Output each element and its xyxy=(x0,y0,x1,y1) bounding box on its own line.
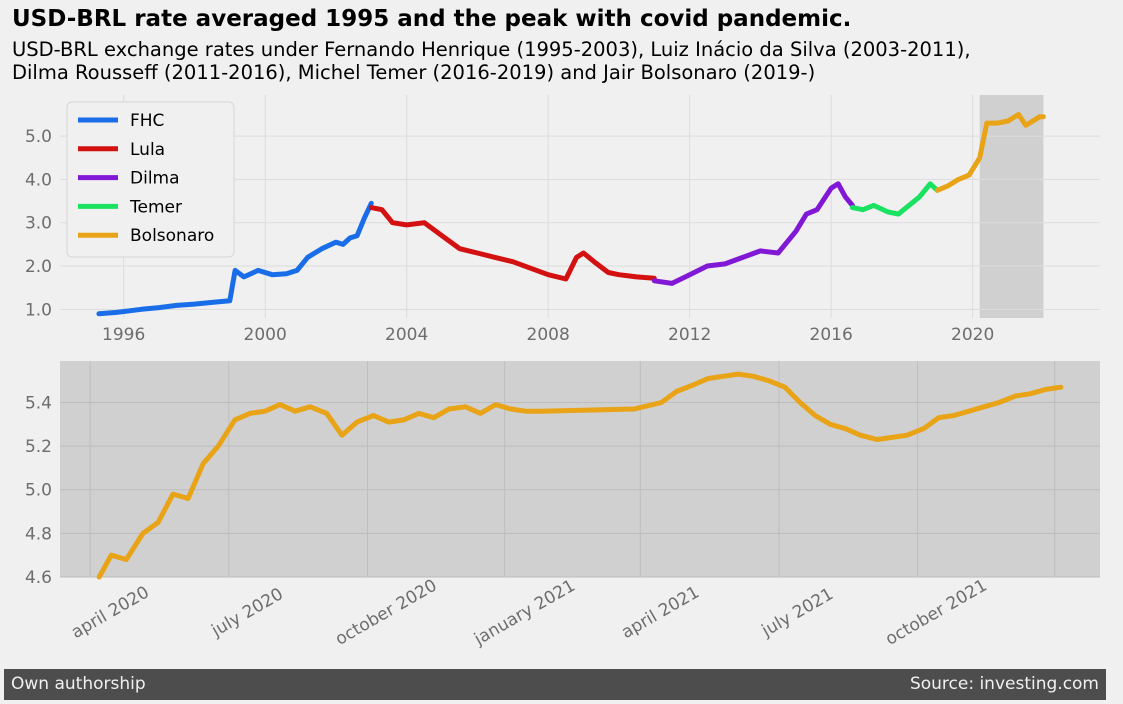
x-tick-label: 2004 xyxy=(385,325,428,345)
footer-bar: Own authorship Source: investing.com xyxy=(4,669,1106,700)
y-tick-label: 4.6 xyxy=(25,568,52,588)
y-tick-label: 5.0 xyxy=(25,127,52,147)
series-line-bolsonaro xyxy=(934,112,1046,193)
x-tick-label: 1996 xyxy=(102,325,145,345)
y-tick-label: 5.4 xyxy=(25,393,52,413)
series-line-dilma xyxy=(651,181,855,286)
y-tick-label: 3.0 xyxy=(25,214,52,234)
legend-label-bolsonaro: Bolsonaro xyxy=(130,226,214,246)
x-tick-label: october 2021 xyxy=(882,576,990,650)
legend: FHC Lula Dilma Temer Bolsonaro xyxy=(66,101,235,258)
y-tick-label: 4.0 xyxy=(25,170,52,190)
series-line-fhc xyxy=(96,200,374,317)
chart-subtitle: USD-BRL exchange rates under Fernando He… xyxy=(12,38,971,84)
y-tick-label: 1.0 xyxy=(25,300,52,320)
y-tick-label: 5.2 xyxy=(25,437,52,457)
legend-label-dilma: Dilma xyxy=(130,169,180,189)
series-line-lula xyxy=(368,205,657,282)
x-tick-label: 2020 xyxy=(951,325,994,345)
x-tick-label: april 2020 xyxy=(68,582,153,642)
chart-title: USD-BRL rate averaged 1995 and the peak … xyxy=(12,6,852,32)
legend-label-lula: Lula xyxy=(130,140,165,160)
x-tick-label: january 2021 xyxy=(470,576,579,650)
footer-credit: Own authorship xyxy=(11,674,146,694)
x-tick-label: 2016 xyxy=(810,325,853,345)
footer-source: Source: investing.com xyxy=(909,674,1099,694)
y-tick-label: 5.0 xyxy=(25,481,52,501)
legend-label-fhc: FHC xyxy=(130,111,164,131)
top-chart: 1.0 2.0 3.0 4.0 5.0 1996 2000 2004 2008 2012 2016 2… xyxy=(25,95,1100,345)
plot-area xyxy=(60,361,1100,577)
x-tick-label: july 2020 xyxy=(207,584,286,641)
x-tick-label: 2012 xyxy=(668,325,711,345)
y-tick-label: 4.8 xyxy=(25,524,52,544)
x-tick-label: 2000 xyxy=(244,325,287,345)
x-tick-label: april 2021 xyxy=(618,582,703,642)
legend-box xyxy=(66,101,235,258)
bottom-chart: 4.6 4.8 5.0 5.2 5.4 april 2020 july 2020 octobe… xyxy=(25,361,1100,650)
series-line-temer xyxy=(849,181,940,217)
y-tick-label: 2.0 xyxy=(25,257,52,277)
legend-label-temer: Temer xyxy=(129,197,182,217)
covid-shaded-region xyxy=(979,95,1044,318)
x-tick-label: july 2021 xyxy=(758,584,837,641)
x-tick-label: october 2020 xyxy=(332,576,440,650)
series-line-bolsonaro xyxy=(96,371,1064,580)
x-tick-label: 2008 xyxy=(527,325,570,345)
